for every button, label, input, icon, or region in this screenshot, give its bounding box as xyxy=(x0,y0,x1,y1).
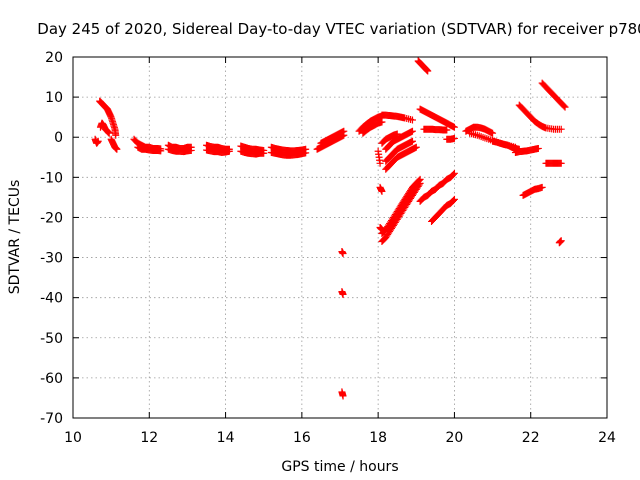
series-arc-aq xyxy=(538,79,569,111)
y-tick-label: 0 xyxy=(54,130,63,146)
series-arc-u xyxy=(359,118,386,137)
series-arc-d xyxy=(107,135,121,153)
series-arc-j xyxy=(203,146,233,156)
series-arc-q xyxy=(338,248,347,258)
data-point xyxy=(157,147,165,155)
series-arc-n xyxy=(267,148,310,159)
data-points xyxy=(91,57,569,400)
data-point xyxy=(408,127,416,135)
x-tick-label: 22 xyxy=(522,430,540,446)
series-arc-ak xyxy=(428,195,458,225)
series-arc-ae xyxy=(378,175,424,237)
data-point xyxy=(339,392,347,400)
data-point xyxy=(415,176,423,184)
x-tick-label: 10 xyxy=(64,430,82,446)
data-point xyxy=(450,195,458,203)
series-arc-r xyxy=(338,288,347,298)
data-point xyxy=(408,137,416,145)
chart-title: Day 245 of 2020, Sidereal Day-to-day VTE… xyxy=(37,20,640,38)
x-tick-label: 24 xyxy=(598,430,616,446)
y-tick-label: 20 xyxy=(45,50,63,66)
data-point xyxy=(489,129,497,137)
series-arc-ad xyxy=(378,179,424,246)
series-arc-as xyxy=(519,183,546,199)
series-arc-af xyxy=(414,57,432,75)
data-point xyxy=(260,149,268,157)
axis-ticks: 10 12 14 16 18 20 22 24 20 10 0 -10 -20 -30 -40 -50 -60 -… xyxy=(40,50,616,446)
data-point xyxy=(424,67,432,75)
y-tick-label: -30 xyxy=(40,251,63,267)
y-tick-label: -50 xyxy=(40,331,63,347)
series-arc-ah xyxy=(420,125,451,134)
data-point xyxy=(557,125,565,133)
data-point xyxy=(340,127,348,135)
data-point xyxy=(449,170,457,178)
data-point xyxy=(112,131,120,139)
data-point xyxy=(443,126,451,134)
series-arc-v xyxy=(378,111,416,124)
data-point xyxy=(378,118,386,126)
series-arc-s xyxy=(338,388,347,400)
data-point xyxy=(187,146,195,154)
y-tick-label: -60 xyxy=(40,371,63,387)
x-tick-label: 18 xyxy=(369,430,387,446)
series-arc-w xyxy=(374,147,384,167)
y-tick-label: 10 xyxy=(45,90,63,106)
data-point xyxy=(408,116,416,124)
x-tick-label: 14 xyxy=(217,430,235,446)
series-arc-c xyxy=(96,97,120,139)
data-point xyxy=(561,103,569,111)
series-arc-b xyxy=(96,119,113,137)
series-arc-l xyxy=(237,147,268,158)
y-tick-label: -70 xyxy=(40,411,63,427)
y-tick-label: -10 xyxy=(40,170,63,186)
series-arc-ag xyxy=(416,105,458,131)
series-arc-z xyxy=(382,137,416,165)
y-axis-label: SDTVAR / TECUs xyxy=(7,180,23,295)
data-point xyxy=(412,143,420,151)
data-point xyxy=(450,169,458,177)
series-arc-ap xyxy=(515,101,565,133)
data-point xyxy=(113,145,121,153)
series-arc-aa xyxy=(382,143,420,173)
series-arc-ab xyxy=(376,183,386,195)
data-point xyxy=(449,196,457,204)
x-tick-label: 12 xyxy=(140,430,158,446)
data-point xyxy=(450,123,458,131)
series-arc-ao xyxy=(511,144,542,156)
series-arc-ar xyxy=(542,159,565,167)
series-arc-aj xyxy=(416,169,458,205)
series-arc-a xyxy=(91,135,102,147)
data-point xyxy=(302,149,310,157)
data-point xyxy=(105,129,113,137)
x-axis-label: GPS time / hours xyxy=(281,459,398,475)
y-tick-label: -20 xyxy=(40,210,63,226)
data-point xyxy=(225,147,233,155)
data-point xyxy=(339,250,347,258)
series-arc-ai xyxy=(443,134,458,143)
data-point xyxy=(94,137,102,145)
data-point xyxy=(560,102,568,110)
data-point xyxy=(378,187,386,195)
data-point xyxy=(376,159,384,167)
y-tick-label: -40 xyxy=(40,291,63,307)
data-point xyxy=(534,144,542,152)
series-arc-h xyxy=(164,145,195,156)
data-point xyxy=(557,237,565,245)
data-point xyxy=(557,159,565,167)
series-arc-at xyxy=(555,237,565,247)
data-point xyxy=(538,183,546,191)
series-arc-f xyxy=(134,143,165,155)
x-tick-label: 16 xyxy=(293,430,311,446)
plot-frame xyxy=(72,56,608,419)
data-point xyxy=(339,290,347,298)
data-point xyxy=(416,175,424,183)
series-arc-y xyxy=(382,127,416,153)
data-point xyxy=(450,134,458,142)
x-tick-label: 20 xyxy=(446,430,464,446)
series-arc-p xyxy=(317,127,348,147)
